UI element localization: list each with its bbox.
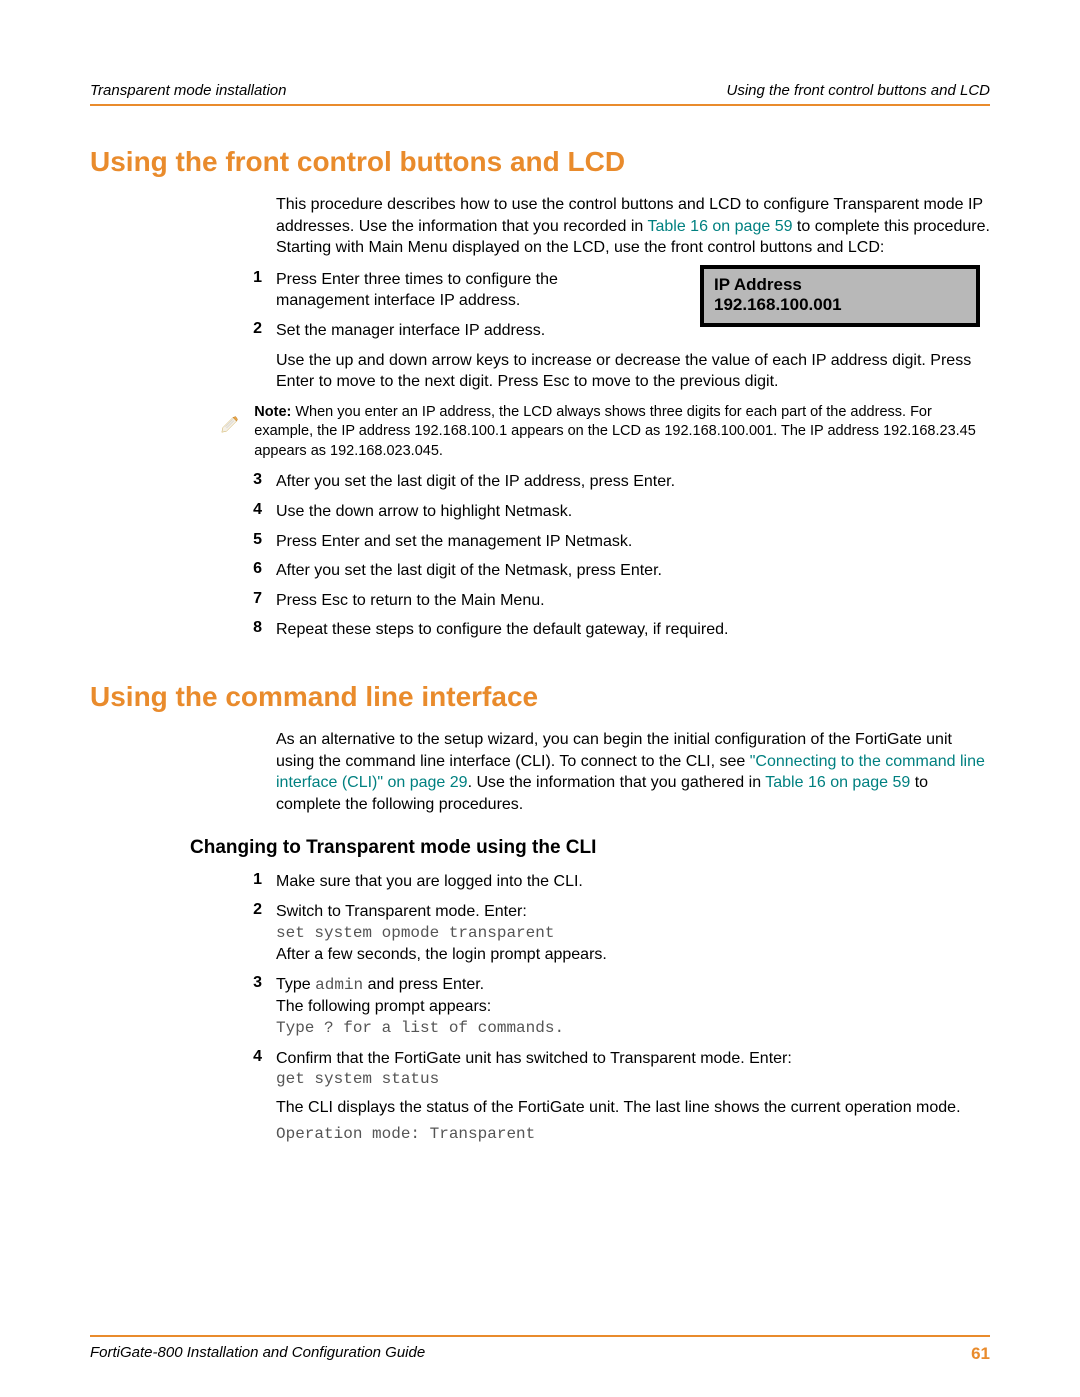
text: Type [276, 976, 315, 993]
footer-rule [90, 1335, 990, 1337]
step-text: Make sure that you are logged into the C… [276, 871, 990, 893]
subsection-title: Changing to Transparent mode using the C… [190, 837, 990, 859]
footer-left: FortiGate-800 Installation and Configura… [90, 1344, 425, 1364]
step-line: Type admin and press Enter. [276, 974, 990, 997]
step-text: Switch to Transparent mode. Enter: set s… [276, 901, 990, 966]
note-block: Note: When you enter an IP address, the … [220, 403, 990, 462]
header-right: Using the front control buttons and LCD [727, 82, 990, 99]
section2-title: Using the command line interface [90, 681, 990, 713]
step-number: 2 [240, 320, 276, 342]
section1-midpara: Use the up and down arrow keys to increa… [276, 350, 990, 393]
cli-inline: admin [315, 976, 363, 994]
step-number: 6 [240, 560, 276, 582]
step-number: 3 [240, 974, 276, 1040]
step-item: 7 Press Esc to return to the Main Menu. [240, 590, 990, 612]
lcd-line1: IP Address [714, 275, 966, 295]
step-text: Set the manager interface IP address. [276, 320, 646, 342]
step-item: 6 After you set the last digit of the Ne… [240, 560, 990, 582]
step-text: Repeat these steps to configure the defa… [276, 619, 990, 641]
lcd-line2: 192.168.100.001 [714, 295, 966, 315]
page-number: 61 [971, 1344, 990, 1364]
step-line: The CLI displays the status of the Forti… [276, 1097, 990, 1119]
text: . Use the information that you gathered … [468, 774, 766, 791]
cli-output: Type ? for a list of commands. [276, 1018, 990, 1040]
step-number: 4 [240, 501, 276, 523]
section1-title: Using the front control buttons and LCD [90, 146, 990, 178]
step-line: Confirm that the FortiGate unit has swit… [276, 1048, 990, 1070]
cli-command: set system opmode transparent [276, 923, 990, 945]
step-text: After you set the last digit of the IP a… [276, 471, 990, 493]
note-text: Note: When you enter an IP address, the … [254, 403, 990, 462]
step-number: 4 [240, 1048, 276, 1146]
step-number: 7 [240, 590, 276, 612]
step-text: Type admin and press Enter. The followin… [276, 974, 990, 1040]
step-number: 3 [240, 471, 276, 493]
step-number: 1 [240, 269, 276, 312]
text: and press Enter. [363, 976, 484, 993]
step-text: Press Enter and set the management IP Ne… [276, 531, 990, 553]
step-text: After you set the last digit of the Netm… [276, 560, 990, 582]
step-item: 2 Switch to Transparent mode. Enter: set… [240, 901, 990, 966]
crossref-link[interactable]: Table 16 on page 59 [647, 218, 792, 235]
step-number: 1 [240, 871, 276, 893]
step-line: Switch to Transparent mode. Enter: [276, 901, 990, 923]
step-number: 8 [240, 619, 276, 641]
step-line: The following prompt appears: [276, 996, 990, 1018]
step-item: 5 Press Enter and set the management IP … [240, 531, 990, 553]
step-item: 1 Make sure that you are logged into the… [240, 871, 990, 893]
step-number: 2 [240, 901, 276, 966]
note-label: Note: [254, 404, 291, 420]
step-line: After a few seconds, the login prompt ap… [276, 944, 990, 966]
header-left: Transparent mode installation [90, 82, 287, 99]
cli-command: get system status [276, 1069, 990, 1091]
step-text: Confirm that the FortiGate unit has swit… [276, 1048, 990, 1146]
page-footer: FortiGate-800 Installation and Configura… [90, 1344, 990, 1364]
step-item: 4 Confirm that the FortiGate unit has sw… [240, 1048, 990, 1146]
step-text: Use the down arrow to highlight Netmask. [276, 501, 990, 523]
step-text: Press Enter three times to configure the… [276, 269, 646, 312]
note-body: When you enter an IP address, the LCD al… [254, 404, 976, 459]
step-number: 5 [240, 531, 276, 553]
step-item: 3 After you set the last digit of the IP… [240, 471, 990, 493]
section2-intro: As an alternative to the setup wizard, y… [276, 729, 990, 815]
lcd-display: IP Address 192.168.100.001 [700, 265, 980, 327]
crossref-link[interactable]: Table 16 on page 59 [765, 774, 910, 791]
step-text: Press Esc to return to the Main Menu. [276, 590, 990, 612]
step-item: 3 Type admin and press Enter. The follow… [240, 974, 990, 1040]
page-header: Transparent mode installation Using the … [90, 82, 990, 99]
section1-intro: This procedure describes how to use the … [276, 194, 990, 259]
cli-output: Operation mode: Transparent [276, 1124, 990, 1146]
step-item: 4 Use the down arrow to highlight Netmas… [240, 501, 990, 523]
header-rule [90, 104, 990, 106]
note-icon [220, 403, 240, 443]
step-item: 8 Repeat these steps to configure the de… [240, 619, 990, 641]
